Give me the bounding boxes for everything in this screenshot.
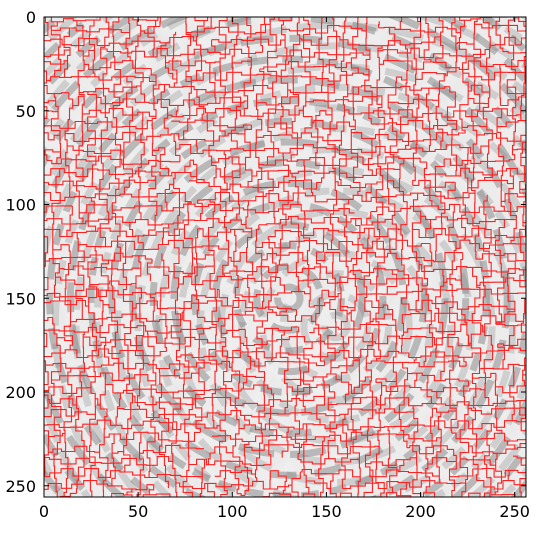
- y-tick-label: 50: [16, 102, 36, 121]
- x-axis: 0 50 100 150 200 250: [39, 17, 530, 521]
- y-tick-label: 250: [5, 477, 36, 496]
- superpixel-boundaries: [44, 17, 526, 497]
- y-axis: 0 50 100 150 200 250: [5, 8, 526, 496]
- y-tick-label: 150: [5, 289, 36, 308]
- y-tick-label: 0: [26, 8, 36, 27]
- x-tick-label: 150: [311, 502, 342, 521]
- plot-frame: [43, 16, 527, 498]
- x-tick-label: 200: [405, 502, 436, 521]
- x-tick-label: 0: [39, 502, 49, 521]
- x-tick-label: 100: [217, 502, 248, 521]
- x-tick-label: 50: [128, 502, 148, 521]
- x-tick-label: 250: [499, 502, 530, 521]
- y-tick-label: 100: [5, 196, 36, 215]
- boundary-mesh: [44, 17, 526, 497]
- y-tick-label: 200: [5, 383, 36, 402]
